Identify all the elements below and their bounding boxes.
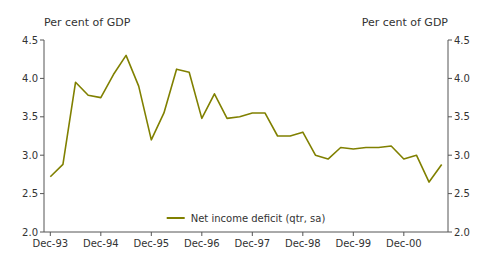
series-line <box>50 55 441 182</box>
x-tick <box>252 232 253 236</box>
y2-tick-label: 3.0 <box>454 150 470 161</box>
x-tick-label: Dec-94 <box>83 238 119 249</box>
plot-area <box>50 55 441 182</box>
x-tick-label: Dec-97 <box>234 238 270 249</box>
x-tick <box>353 232 354 236</box>
y2-tick-label: 4.0 <box>454 73 470 84</box>
x-tick-label: Dec-95 <box>133 238 169 249</box>
y2-tick <box>448 78 452 79</box>
y-tick <box>40 155 44 156</box>
y-tick <box>40 78 44 79</box>
y-tick <box>40 116 44 117</box>
y2-axis-label: Per cent of GDP <box>362 16 449 29</box>
legend-swatch <box>167 217 185 219</box>
x-tick <box>151 232 152 236</box>
y2-tick-label: 2.5 <box>454 188 470 199</box>
y-tick <box>40 232 44 233</box>
x-axis-line <box>44 232 448 233</box>
y2-tick <box>448 116 452 117</box>
x-tick-label: Dec-93 <box>32 238 68 249</box>
y2-tick <box>448 232 452 233</box>
y2-tick <box>448 40 452 41</box>
y2-tick-label: 4.5 <box>454 35 470 46</box>
y-tick <box>40 193 44 194</box>
legend-label: Net income deficit (qtr, sa) <box>191 213 326 224</box>
x-tick <box>302 232 303 236</box>
y-tick-label: 2.0 <box>22 227 38 238</box>
x-tick-label: Dec-99 <box>335 238 371 249</box>
x-tick-label: Dec-00 <box>386 238 422 249</box>
x-tick <box>403 232 404 236</box>
y2-tick-label: 2.0 <box>454 227 470 238</box>
y-tick-label: 4.5 <box>22 35 38 46</box>
y-tick-label: 2.5 <box>22 188 38 199</box>
y2-tick <box>448 155 452 156</box>
y-tick-label: 3.5 <box>22 111 38 122</box>
x-tick <box>201 232 202 236</box>
chart: 2.0 2.5 3.0 3.5 4.0 4.5 2.0 2.5 3.0 3.5 4.0 4.5 Dec-… <box>0 0 492 265</box>
y-axis-line <box>44 40 45 232</box>
legend: Net income deficit (qtr, sa) <box>167 213 326 224</box>
y2-tick <box>448 193 452 194</box>
y-axis-label: Per cent of GDP <box>44 16 131 29</box>
x-tick-label: Dec-96 <box>184 238 220 249</box>
x-tick <box>50 232 51 236</box>
y2-tick-label: 3.5 <box>454 111 470 122</box>
y-tick-label: 3.0 <box>22 150 38 161</box>
y2-axis-line <box>448 40 449 232</box>
x-tick-label: Dec-98 <box>285 238 321 249</box>
y-tick <box>40 40 44 41</box>
x-tick <box>100 232 101 236</box>
y-tick-label: 4.0 <box>22 73 38 84</box>
